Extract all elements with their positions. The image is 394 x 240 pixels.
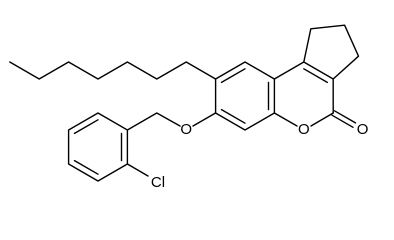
- hexyl-chain: [9, 61, 217, 80]
- double-bond: [220, 108, 246, 124]
- atom-label: Cl: [151, 174, 165, 191]
- carbonyl-bond: [331, 114, 354, 129]
- double-bond: [220, 68, 246, 84]
- double-bond: [303, 68, 328, 84]
- atom-label: O: [357, 121, 369, 138]
- benzene-ring: [214, 61, 276, 131]
- bond: [126, 163, 149, 177]
- bond: [126, 112, 181, 131]
- pyranone-ring: [273, 61, 334, 114]
- bond: [310, 112, 334, 127]
- double-bond: [73, 159, 99, 175]
- bond: [273, 112, 298, 127]
- chlorobenzene-ring: [67, 112, 129, 182]
- atom-label: O: [180, 121, 192, 138]
- double-bond: [73, 119, 99, 135]
- bond: [192, 112, 217, 127]
- cyclopentane-ring: [303, 24, 360, 80]
- atom-label: O: [298, 121, 310, 138]
- molecule-diagram: O O O Cl: [9, 24, 369, 191]
- bonds: [9, 24, 360, 182]
- carbonyl-bond: [333, 110, 357, 124]
